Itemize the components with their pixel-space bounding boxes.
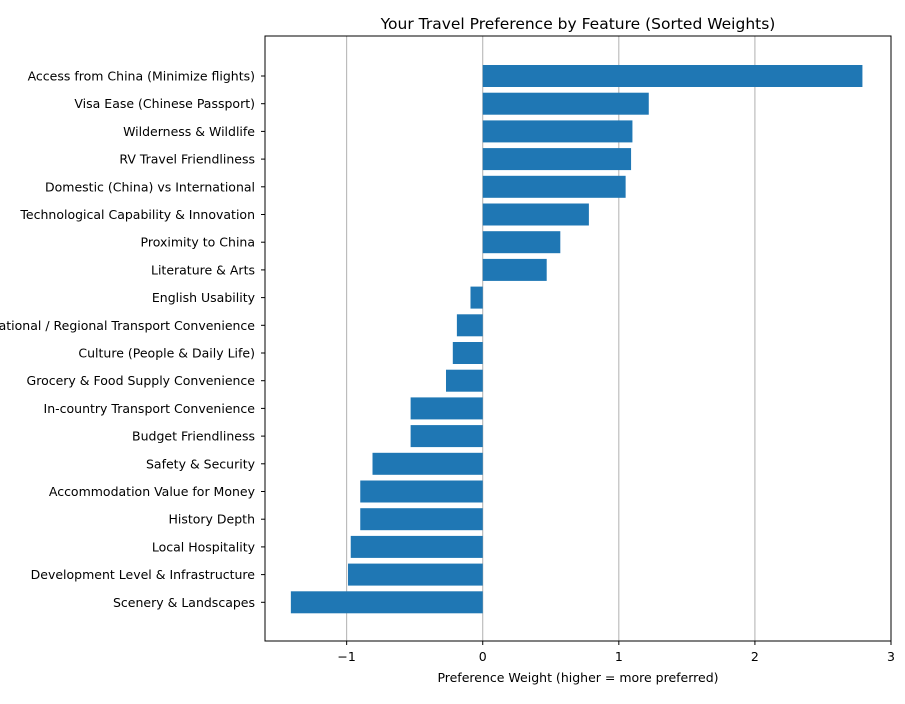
bar [452,342,483,364]
category-label: Safety & Security [146,456,256,471]
category-label: Scenery & Landscapes [113,595,255,610]
bar [470,286,483,309]
bar [360,508,483,531]
category-label: Development Level & Infrastructure [31,567,256,582]
category-label: International / Regional Transport Conve… [0,318,255,333]
x-tick-label: 0 [479,649,487,664]
category-label: English Usability [152,290,256,305]
bar [482,175,626,198]
category-label: Access from China (Minimize flights) [28,69,255,84]
category-label: Wilderness & Wildlife [123,124,255,139]
category-label: Literature & Arts [151,262,255,277]
bar [350,535,483,558]
x-tick-label: −1 [337,649,355,664]
category-label: Culture (People & Daily Life) [78,346,255,361]
category-label: Technological Capability & Innovation [19,207,255,222]
bar [456,314,483,337]
chart-title: Your Travel Preference by Feature (Sorte… [380,15,776,33]
category-label: Local Hospitality [152,539,256,554]
bar [482,148,632,171]
category-label: Grocery & Food Supply Convenience [27,373,256,388]
category-label: Proximity to China [141,235,255,250]
bar [482,231,561,254]
category-label: Domestic (China) vs International [45,179,255,194]
bar [482,203,589,226]
bar [482,65,863,87]
bar [410,425,483,448]
category-labels: Access from China (Minimize flights) Visa… [0,69,256,610]
bar [348,563,483,586]
bar [410,397,483,420]
category-label: Visa Ease (Chinese Passport) [74,96,255,111]
category-label: History Depth [168,512,255,527]
bar [290,591,483,614]
category-label: RV Travel Friendliness [119,152,255,167]
plot-frame [264,35,892,642]
bar [482,258,547,281]
bar [482,92,649,115]
axis-ticks: −1 0 1 2 3 [261,75,895,664]
category-label: Budget Friendliness [132,429,255,444]
bar [372,452,483,475]
x-axis-label: Preference Weight (higher = more preferr… [437,670,718,685]
x-tick-label: 2 [751,649,759,664]
x-tick-label: 3 [887,649,895,664]
bars [290,65,863,614]
category-label: Accommodation Value for Money [49,484,256,499]
category-label: In-country Transport Convenience [44,401,256,416]
bar [445,369,483,392]
x-tick-label: 1 [615,649,623,664]
bar [482,120,633,143]
bar [360,480,483,503]
